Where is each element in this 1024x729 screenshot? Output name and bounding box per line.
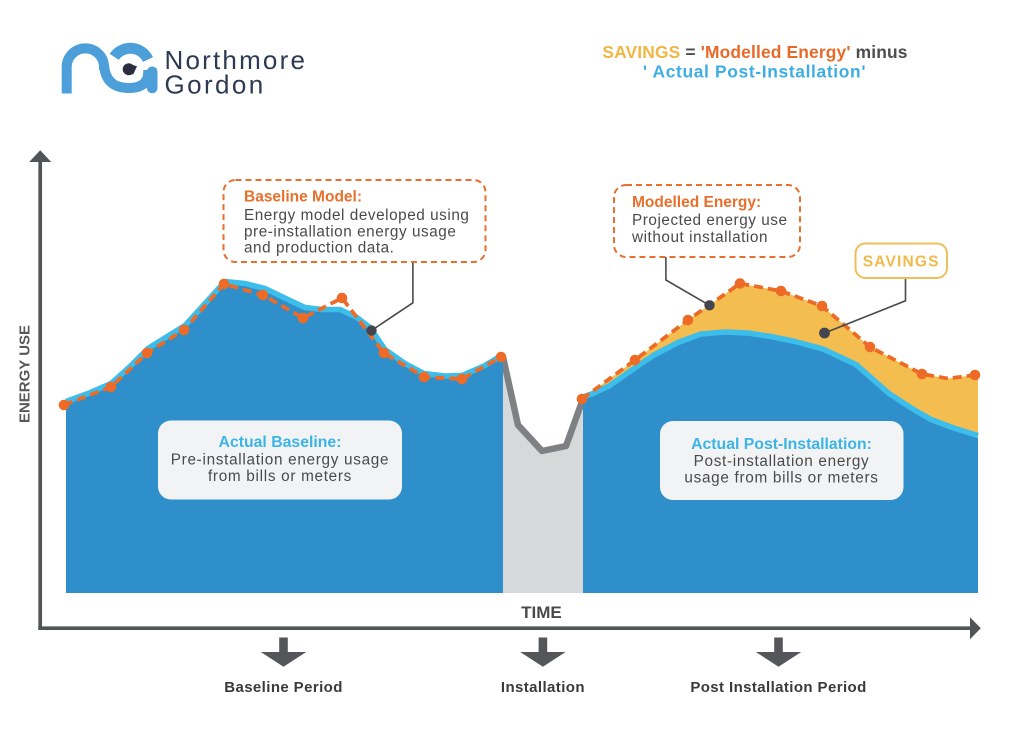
svg-text:Energy model developed using: Energy model developed using <box>244 207 469 224</box>
svg-text:Northmore: Northmore <box>165 45 308 75</box>
svg-text:ENERGY USE: ENERGY USE <box>17 325 34 423</box>
svg-text:' Actual Post-Installation': ' Actual Post-Installation' <box>643 62 866 82</box>
svg-text:Projected energy use: Projected energy use <box>632 212 788 229</box>
svg-text:Gordon: Gordon <box>165 69 266 99</box>
svg-text:Baseline Model:: Baseline Model: <box>244 189 362 206</box>
svg-text:TIME: TIME <box>521 603 562 622</box>
svg-text:from bills or meters: from bills or meters <box>208 468 352 485</box>
svg-text:usage from bills or meters: usage from bills or meters <box>684 469 878 486</box>
svg-text:and production data.: and production data. <box>244 240 394 257</box>
svg-text:Modelled Energy:: Modelled Energy: <box>632 194 761 211</box>
svg-text:Actual Baseline:: Actual Baseline: <box>219 434 342 451</box>
svg-text:Actual Post-Installation:: Actual Post-Installation: <box>691 436 872 453</box>
svg-text:Installation: Installation <box>501 679 585 696</box>
svg-text:Post Installation Period: Post Installation Period <box>690 679 866 696</box>
svg-text:SAVINGS: SAVINGS <box>863 253 940 270</box>
svg-text:Post-installation energy: Post-installation energy <box>694 453 870 470</box>
svg-text:without installation: without installation <box>631 229 768 246</box>
svg-text:Pre-installation energy usage: Pre-installation energy usage <box>171 452 389 469</box>
svg-text:Baseline Period: Baseline Period <box>224 679 343 696</box>
svg-text:pre-installation energy usage: pre-installation energy usage <box>244 223 456 240</box>
svg-text:SAVINGS = 'Modelled Energy' mi: SAVINGS = 'Modelled Energy' minus <box>602 42 907 62</box>
